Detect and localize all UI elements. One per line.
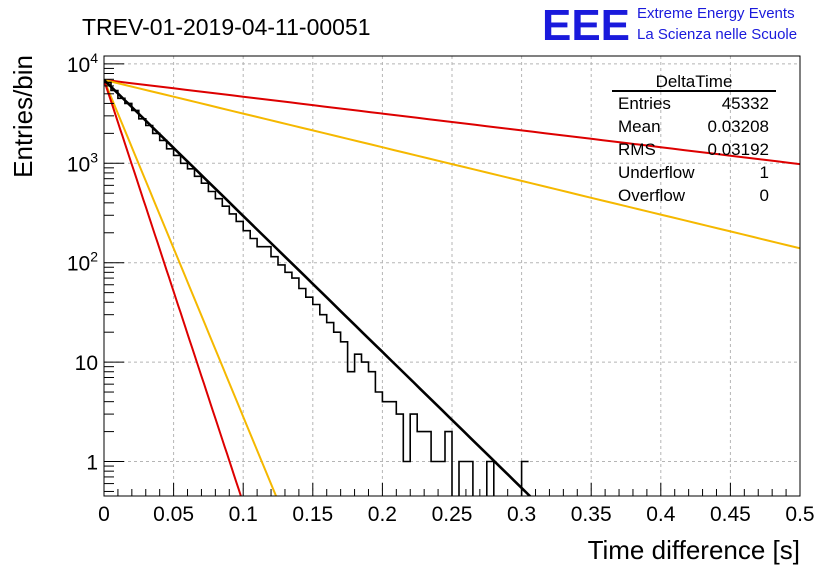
stats-value: 45332 bbox=[722, 94, 769, 113]
y-tick-label: 102 bbox=[67, 249, 98, 276]
x-tick-label: 0.15 bbox=[292, 503, 333, 526]
logo-text: EEE bbox=[542, 1, 630, 50]
stats-box: DeltaTime Entries 45332 Mean 0.03208 RMS… bbox=[612, 72, 776, 205]
stats-label: Overflow bbox=[618, 186, 686, 205]
stats-label: Underflow bbox=[618, 163, 695, 182]
x-tick-label: 0.05 bbox=[153, 503, 194, 526]
y-axis-label: Entries/bin bbox=[8, 55, 38, 178]
x-tick-label: 0.4 bbox=[646, 503, 676, 526]
reference-line bbox=[104, 78, 800, 166]
reference-line bbox=[104, 79, 278, 496]
reference-line bbox=[104, 78, 800, 250]
logo-line-1: Extreme Energy Events bbox=[637, 5, 795, 22]
x-tick-label: 0.25 bbox=[432, 503, 473, 526]
x-tick-labels: 0 0.05 0.1 0.15 0.2 0.25 0.3 0.35 0.4 0.45 0.5 bbox=[98, 503, 814, 526]
histogram-outline bbox=[104, 81, 529, 496]
x-axis-label: Time difference [s] bbox=[588, 535, 800, 565]
x-tick-label: 0.2 bbox=[368, 503, 397, 526]
tick-marks bbox=[103, 63, 801, 496]
x-tick-label: 0 bbox=[98, 503, 110, 526]
stats-row: Overflow 0 bbox=[618, 186, 769, 205]
stats-label: RMS bbox=[618, 140, 656, 159]
stats-value: 0.03208 bbox=[708, 117, 769, 136]
eee-logo: EEE Extreme Energy Events La Scienza nel… bbox=[542, 1, 797, 50]
stats-row: RMS 0.03192 bbox=[618, 140, 769, 159]
stats-row: Entries 45332 bbox=[618, 94, 769, 113]
y-tick-label: 103 bbox=[67, 149, 98, 176]
x-tick-label: 0.35 bbox=[571, 503, 612, 526]
x-tick-label: 0.5 bbox=[785, 503, 814, 526]
logo-line-2: La Scienza nelle Scuole bbox=[637, 26, 797, 43]
y-tick-label: 10 bbox=[75, 352, 98, 375]
series-layer bbox=[104, 78, 800, 496]
stats-title: DeltaTime bbox=[656, 72, 733, 91]
run-title: TREV-01-2019-04-11-00051 bbox=[82, 14, 371, 40]
x-tick-label: 0.3 bbox=[507, 503, 536, 526]
stats-value: 1 bbox=[760, 163, 769, 182]
stats-row: Mean 0.03208 bbox=[618, 117, 769, 136]
stats-row: Underflow 1 bbox=[618, 163, 769, 182]
stats-value: 0 bbox=[760, 186, 769, 205]
y-tick-labels: 1 10 102 103 104 bbox=[67, 50, 98, 475]
y-tick-label: 1 bbox=[86, 452, 98, 475]
y-tick-label: 104 bbox=[67, 50, 98, 77]
x-tick-label: 0.1 bbox=[229, 503, 258, 526]
stats-label: Entries bbox=[618, 94, 671, 113]
x-tick-label: 0.45 bbox=[710, 503, 751, 526]
stats-value: 0.03192 bbox=[708, 140, 769, 159]
fit-line bbox=[104, 78, 532, 496]
stats-label: Mean bbox=[618, 117, 661, 136]
reference-line bbox=[104, 79, 242, 496]
